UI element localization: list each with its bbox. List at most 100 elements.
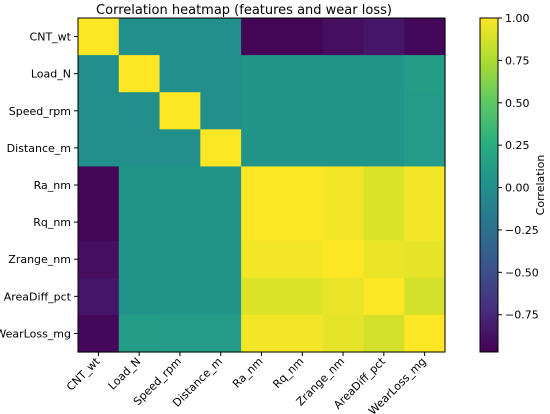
heatmap-cell	[404, 55, 446, 93]
heatmap-cell	[78, 314, 120, 353]
chart-title: Correlation heatmap (features and wear l…	[96, 3, 392, 18]
heatmap-cell	[404, 203, 446, 242]
heatmap-cell	[363, 277, 405, 316]
heatmap-cell	[281, 18, 324, 56]
y-tick-label: WearLoss_mg	[0, 327, 71, 340]
y-tick-label: Load_N	[31, 68, 71, 81]
colorbar-tick-label: −0.75	[505, 309, 539, 322]
heatmap-cell	[281, 277, 324, 316]
heatmap-cell	[363, 203, 405, 242]
heatmap-cell	[200, 314, 242, 353]
heatmap-cell	[281, 129, 324, 168]
heatmap-cell	[241, 314, 283, 353]
heatmap-cell	[363, 166, 405, 205]
x-tick-label: Ra_nm	[230, 355, 266, 391]
heatmap-cell	[159, 314, 201, 353]
heatmap-cells	[78, 18, 446, 353]
heatmap-cell	[241, 166, 283, 205]
heatmap-cell	[78, 203, 120, 242]
heatmap-cell	[404, 277, 446, 316]
heatmap-cell	[404, 92, 446, 130]
heatmap-cell	[322, 129, 365, 168]
heatmap-cell	[404, 240, 446, 279]
heatmap-cell	[322, 240, 365, 279]
heatmap-cell	[281, 92, 324, 130]
colorbar: 1.00 0.75 0.50 0.25 0.00 −0.25 −0.50 −0.75 Corr…	[479, 12, 547, 353]
heatmap-cell	[241, 277, 283, 316]
heatmap-cell	[322, 277, 365, 316]
y-tick-label: Rq_nm	[33, 216, 71, 229]
heatmap-cell	[322, 92, 365, 130]
heatmap-cell	[159, 92, 201, 130]
colorbar-tick-label: −0.25	[505, 224, 539, 237]
y-tick-label: AreaDiff_pct	[4, 290, 72, 303]
colorbar-tick-label: 0.00	[505, 182, 530, 195]
heatmap-cell	[118, 55, 161, 93]
heatmap-cell	[404, 166, 446, 205]
heatmap-cell	[241, 92, 283, 130]
heatmap-cell	[200, 277, 242, 316]
heatmap-cell	[200, 129, 242, 168]
y-tick-label: CNT_wt	[30, 31, 72, 44]
y-tick-label: Distance_m	[7, 142, 71, 155]
heatmap-cell	[78, 92, 120, 130]
heatmap-cell	[363, 18, 405, 56]
heatmap-cell	[118, 240, 161, 279]
heatmap-cell	[159, 129, 201, 168]
heatmap-cell	[200, 55, 242, 93]
colorbar-gradient	[479, 17, 499, 353]
heatmap-cell	[78, 18, 120, 56]
heatmap-cell	[363, 314, 405, 353]
heatmap-cell	[118, 166, 161, 205]
heatmap-cell	[363, 55, 405, 93]
heatmap-cell	[241, 18, 283, 56]
heatmap-cell	[241, 203, 283, 242]
heatmap-cell	[281, 203, 324, 242]
heatmap-cell	[404, 129, 446, 168]
heatmap-cell	[322, 314, 365, 353]
heatmap-cell	[322, 166, 365, 205]
x-tick-label: CNT_wt	[64, 354, 103, 393]
heatmap-cell	[118, 92, 161, 130]
heatmap-cell	[241, 55, 283, 93]
heatmap-cell	[363, 129, 405, 168]
heatmap-cell	[78, 166, 120, 205]
heatmap-cell	[241, 129, 283, 168]
heatmap-cell	[159, 166, 201, 205]
colorbar-tick-label: 0.75	[505, 54, 530, 67]
colorbar-tick-label: 0.50	[505, 97, 530, 110]
colorbar-ticks: 1.00 0.75 0.50 0.25 0.00 −0.25 −0.50 −0.75	[498, 12, 539, 322]
heatmap-cell	[78, 277, 120, 316]
heatmap-cell	[118, 129, 161, 168]
x-tick-label: Rq_nm	[270, 355, 306, 391]
heatmap-cell	[241, 240, 283, 279]
heatmap-cell	[118, 18, 161, 56]
heatmap-cell	[159, 18, 201, 56]
heatmap-cell	[159, 203, 201, 242]
heatmap-cell	[322, 18, 365, 56]
heatmap-cell	[200, 166, 242, 205]
x-tick-label: Load_N	[106, 355, 144, 393]
y-tick-label: Speed_rpm	[9, 105, 71, 118]
heatmap-cell	[322, 55, 365, 93]
heatmap-cell	[78, 240, 120, 279]
heatmap-cell	[363, 92, 405, 130]
heatmap-cell	[200, 203, 242, 242]
heatmap-cell	[404, 314, 446, 353]
y-tick-label: Zrange_nm	[8, 253, 71, 266]
heatmap-cell	[118, 314, 161, 353]
heatmap-cell	[404, 18, 446, 56]
colorbar-tick-label: 1.00	[505, 12, 530, 25]
y-axis: CNT_wt Load_N Speed_rpm Distance_m Ra_nm Rq_n…	[0, 31, 78, 340]
heatmap-cell	[78, 129, 120, 168]
heatmap-cell	[118, 203, 161, 242]
heatmap-cell	[281, 240, 324, 279]
heatmap-cell	[363, 240, 405, 279]
heatmap-cell	[159, 277, 201, 316]
heatmap-cell	[200, 18, 242, 56]
heatmap-cell	[118, 277, 161, 316]
heatmap-cell	[322, 203, 365, 242]
heatmap-cell	[78, 55, 120, 93]
